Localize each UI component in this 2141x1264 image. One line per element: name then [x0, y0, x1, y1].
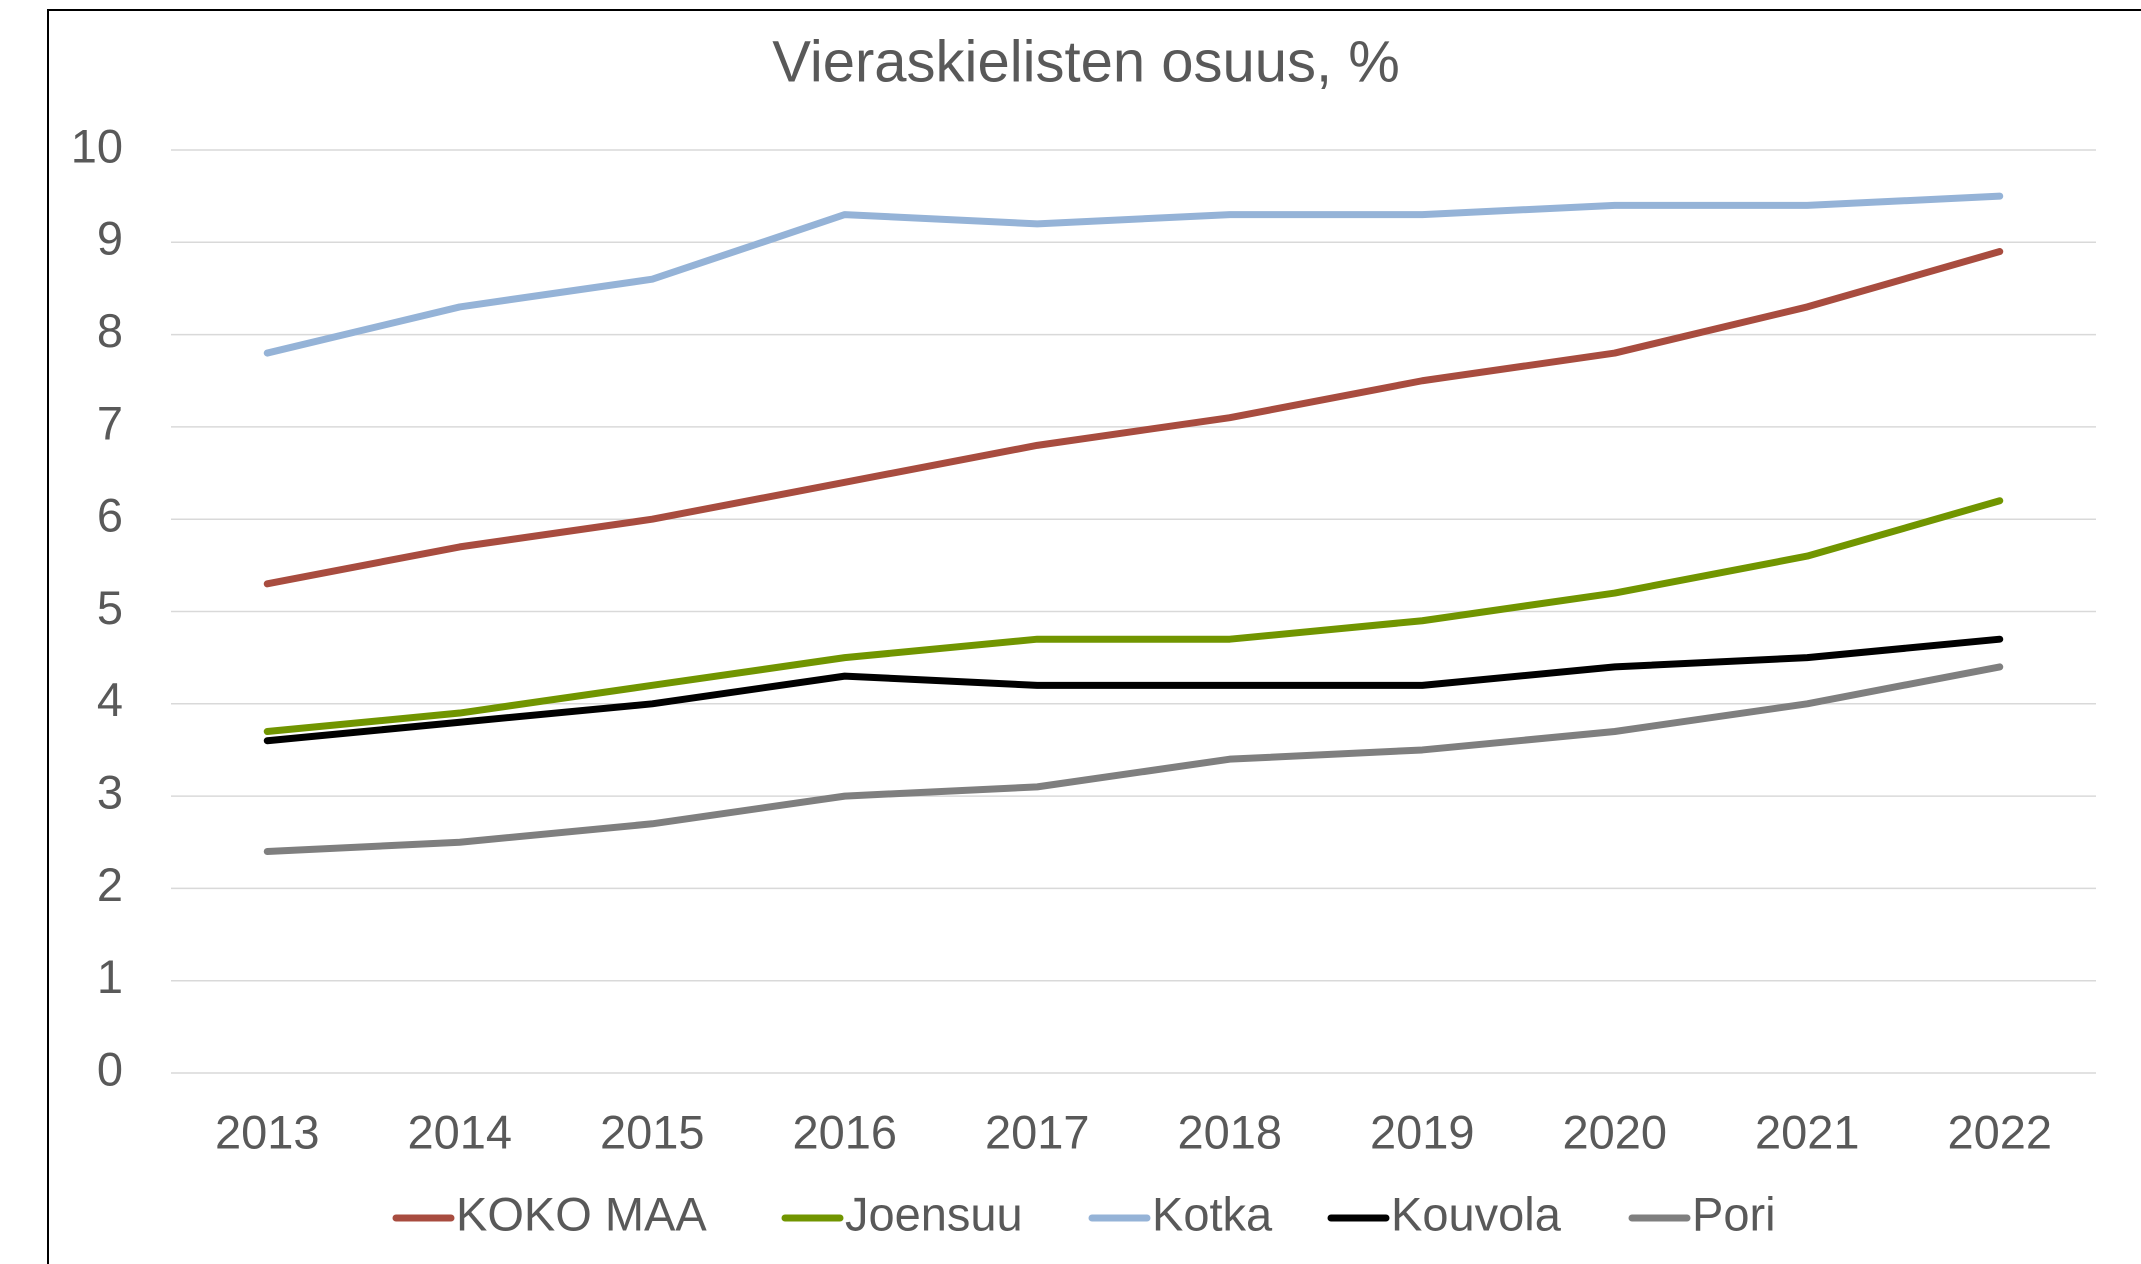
- legend-label: Pori: [1692, 1187, 1776, 1240]
- x-tick-label: 2014: [407, 1105, 512, 1158]
- x-tick-label: 2015: [600, 1105, 705, 1158]
- x-tick-label: 2022: [1947, 1105, 2052, 1158]
- x-tick-label: 2013: [215, 1105, 320, 1158]
- x-tick-label: 2020: [1562, 1105, 1667, 1158]
- legend-label: KOKO MAA: [456, 1187, 707, 1240]
- y-tick-label: 5: [97, 581, 123, 634]
- x-tick-label: 2017: [985, 1105, 1090, 1158]
- series-line: [263, 192, 2004, 357]
- y-tick-label: 8: [97, 304, 123, 357]
- y-tick-label: 9: [97, 212, 123, 265]
- legend-label: Joensuu: [845, 1187, 1023, 1240]
- y-tick-label: 2: [97, 858, 123, 911]
- x-tick-label: 2016: [792, 1105, 897, 1158]
- y-tick-label: 4: [97, 673, 123, 726]
- series-line: [263, 497, 2004, 735]
- y-tick-label: 1: [97, 950, 123, 1003]
- chart-border: [47, 9, 2141, 1264]
- y-tick-label: 0: [97, 1042, 123, 1095]
- y-tick-label: 7: [97, 396, 123, 449]
- x-tick-label: 2021: [1755, 1105, 1860, 1158]
- x-tick-label: 2019: [1370, 1105, 1475, 1158]
- y-tick-label: 3: [97, 766, 123, 819]
- series-line: [263, 663, 2004, 855]
- y-tick-label: 6: [97, 489, 123, 542]
- legend-label: Kouvola: [1391, 1187, 1562, 1240]
- chart-title: Vieraskielisten osuus, %: [772, 29, 1400, 94]
- legend-label: Kotka: [1152, 1187, 1273, 1240]
- series-line: [263, 635, 2004, 745]
- series-line: [263, 248, 2004, 588]
- x-tick-label: 2018: [1177, 1105, 1282, 1158]
- y-tick-label: 10: [71, 119, 123, 172]
